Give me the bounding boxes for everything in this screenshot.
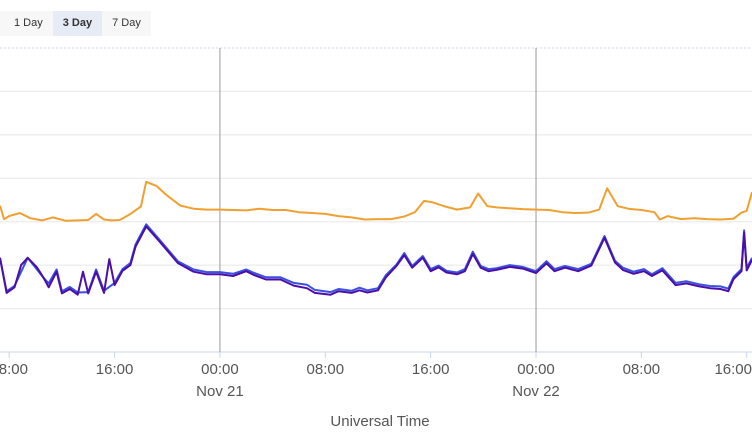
x-tick-label: 08:00 — [0, 361, 28, 378]
series-2-line — [0, 225, 752, 296]
x-tick-date-label: Nov 22 — [512, 383, 560, 400]
range-selector: 1 Day 3 Day 7 Day — [0, 11, 151, 36]
x-tick-label: 16:00 — [714, 361, 752, 378]
x-tick-label: 08:00 — [623, 361, 661, 378]
x-tick-label: 00:00 — [201, 361, 239, 378]
grid-layer — [0, 47, 752, 353]
x-axis-title: Universal Time — [330, 413, 429, 430]
x-tick-label: 16:00 — [412, 361, 450, 378]
x-tick-label: 08:00 — [307, 361, 345, 378]
series-1-line — [0, 223, 752, 294]
series-0-line — [0, 180, 752, 222]
x-axis-ticks: 08:00 16:00 00:00 Nov 21 08:00 16:00 00:00 Nov … — [0, 352, 752, 400]
range-button-3-day[interactable]: 3 Day — [52, 11, 103, 36]
x-tick-label: 00:00 — [517, 361, 555, 378]
x-tick-date-label: Nov 21 — [196, 383, 244, 400]
x-tick-label: 16:00 — [96, 361, 134, 378]
series-layer — [0, 180, 752, 296]
range-button-1-day[interactable]: 1 Day — [0, 11, 53, 36]
range-button-7-day[interactable]: 7 Day — [102, 11, 151, 36]
